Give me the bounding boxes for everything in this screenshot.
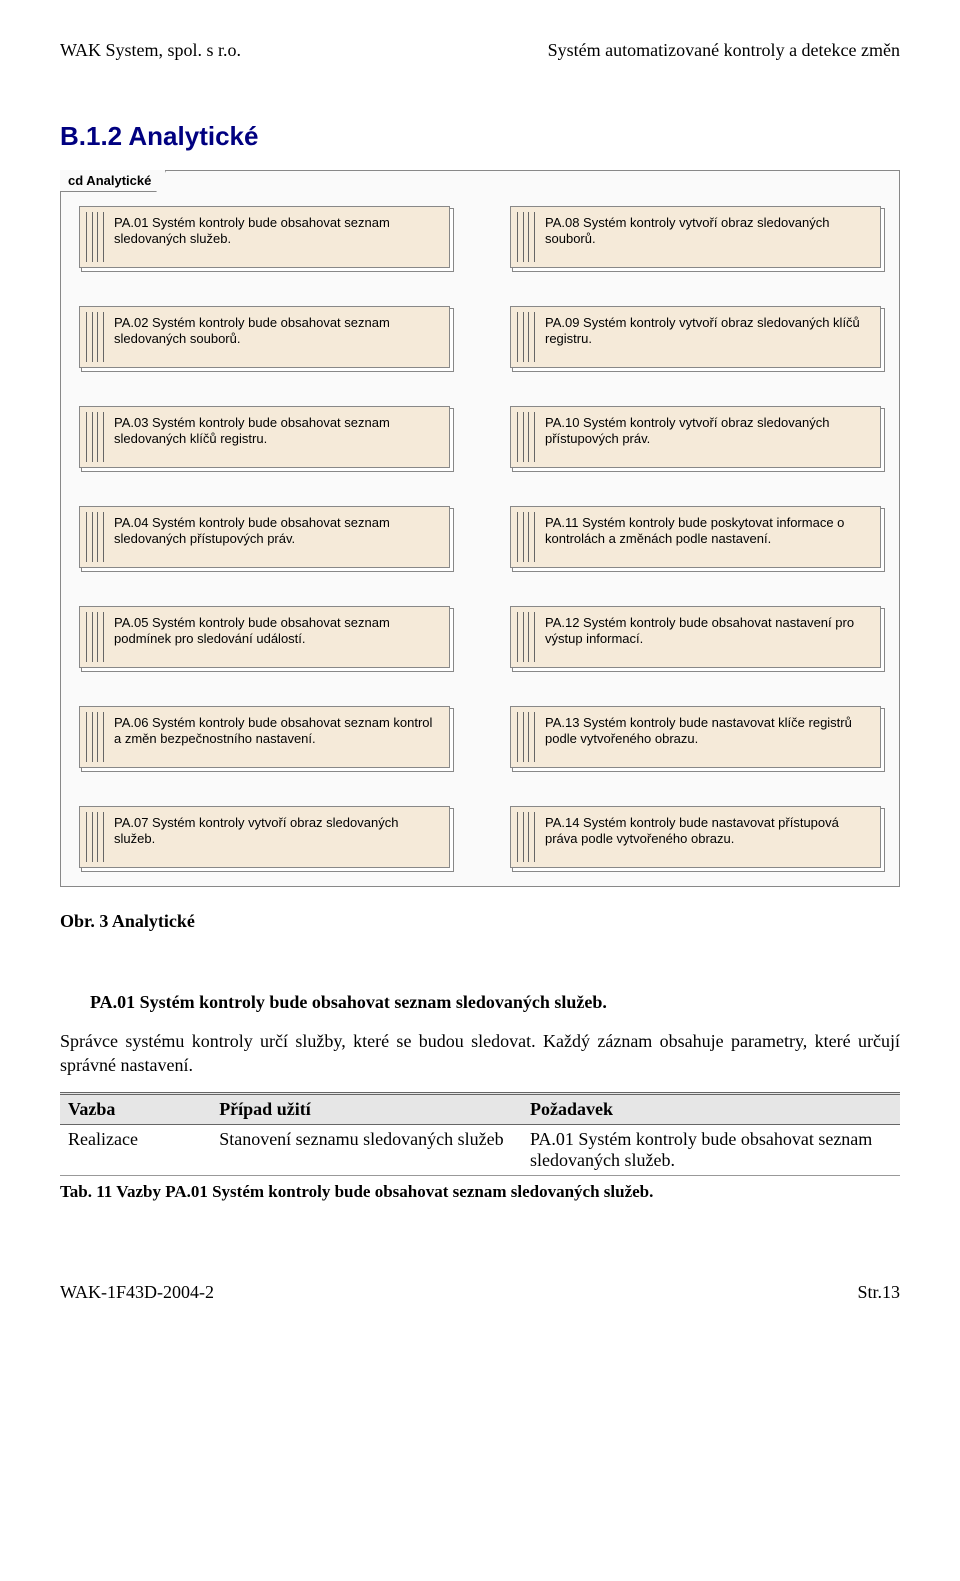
requirement-heading: PA.01 Systém kontroly bude obsahovat sez…: [90, 992, 900, 1013]
section-title: B.1.2 Analytické: [60, 121, 900, 152]
footer-left: WAK-1F43D-2004-2: [60, 1282, 214, 1303]
req-box: PA.07 Systém kontroly vytvoří obraz sled…: [79, 806, 450, 868]
req-box: PA.06 Systém kontroly bude obsahovat sez…: [79, 706, 450, 768]
req-box: PA.14 Systém kontroly bude nastavovat př…: [510, 806, 881, 868]
req-box: PA.02 Systém kontroly bude obsahovat sez…: [79, 306, 450, 368]
req-box: PA.08 Systém kontroly vytvoří obraz sled…: [510, 206, 881, 268]
req-box: PA.13 Systém kontroly bude nastavovat kl…: [510, 706, 881, 768]
table-header: Vazba: [60, 1093, 211, 1124]
table-header-row: Vazba Případ užití Požadavek: [60, 1093, 900, 1124]
table-cell: Stanovení seznamu sledovaných služeb: [211, 1124, 522, 1175]
footer-right: Str.13: [857, 1282, 900, 1303]
table-cell: PA.01 Systém kontroly bude obsahovat sez…: [522, 1124, 900, 1175]
diagram-body: PA.01 Systém kontroly bude obsahovat sez…: [61, 192, 899, 886]
req-box: PA.04 Systém kontroly bude obsahovat sez…: [79, 506, 450, 568]
body-paragraph: Správce systému kontroly určí služby, kt…: [60, 1029, 900, 1078]
req-box: PA.03 Systém kontroly bude obsahovat sez…: [79, 406, 450, 468]
table-header: Případ užití: [211, 1093, 522, 1124]
header-left: WAK System, spol. s r.o.: [60, 40, 241, 61]
table-row: Realizace Stanovení seznamu sledovaných …: [60, 1124, 900, 1175]
table-header: Požadavek: [522, 1093, 900, 1124]
req-box: PA.09 Systém kontroly vytvoří obraz sled…: [510, 306, 881, 368]
req-box: PA.12 Systém kontroly bude obsahovat nas…: [510, 606, 881, 668]
diagram-tab-label: cd Analytické: [60, 170, 166, 192]
req-box: PA.05 Systém kontroly bude obsahovat sez…: [79, 606, 450, 668]
table-cell: Realizace: [60, 1124, 211, 1175]
page-footer: WAK-1F43D-2004-2 Str.13: [60, 1282, 900, 1303]
header-right: Systém automatizované kontroly a detekce…: [548, 40, 900, 61]
req-box: PA.01 Systém kontroly bude obsahovat sez…: [79, 206, 450, 268]
table-caption: Tab. 11 Vazby PA.01 Systém kontroly bude…: [60, 1182, 900, 1202]
figure-caption: Obr. 3 Analytické: [60, 911, 900, 932]
req-box: PA.10 Systém kontroly vytvoří obraz sled…: [510, 406, 881, 468]
page-header: WAK System, spol. s r.o. Systém automati…: [60, 40, 900, 61]
req-box: PA.11 Systém kontroly bude poskytovat in…: [510, 506, 881, 568]
diagram-frame: cd Analytické PA.01 Systém kontroly bude…: [60, 170, 900, 887]
vazby-table: Vazba Případ užití Požadavek Realizace S…: [60, 1092, 900, 1176]
